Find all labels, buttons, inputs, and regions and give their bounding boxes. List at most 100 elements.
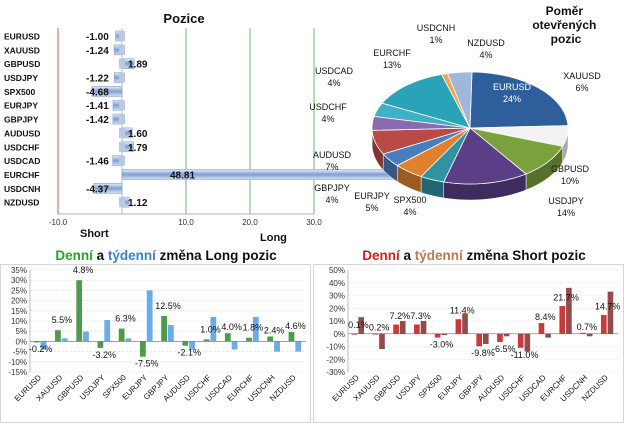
pie-slices [371, 71, 569, 201]
column-bar [476, 333, 482, 347]
data-label: -6.5% [492, 344, 516, 354]
column-bar [288, 332, 295, 342]
title-part: týdenní [415, 248, 464, 263]
data-label: 6.3% [115, 313, 136, 323]
positions-bar-cap [119, 127, 125, 138]
pie-slice [469, 127, 564, 175]
column-bar [351, 333, 358, 335]
positions-value-label: 1.60 [128, 129, 148, 140]
pie-label-value: 24% [503, 94, 521, 104]
pie-slice [371, 127, 471, 155]
pie-label-name: EURCHF [373, 48, 411, 58]
positions-value-label: -4.68 [86, 87, 109, 98]
pie-slice [381, 73, 471, 129]
column-bar [372, 333, 379, 335]
column-bar [497, 333, 503, 343]
column-bar [607, 291, 614, 334]
pie-slice [371, 115, 471, 131]
column-bar [600, 315, 607, 334]
positions-value-label: 1.79 [128, 143, 148, 154]
data-label: 14.7% [595, 301, 621, 311]
positions-category-label: GBPUSD [4, 59, 40, 69]
pie-label-name: USDCHF [309, 102, 347, 112]
positions-category-label: USDCAD [4, 156, 40, 166]
column-bar [358, 317, 365, 334]
positions-category-label: USDCHF [4, 142, 39, 152]
positions-bar-cap [119, 31, 125, 41]
positions-value-label: -1.46 [86, 157, 109, 168]
short-change-category-labels: EURUSDXAUUSDGBPUSDUSDJPYSPX500EURJPYGBPJ… [331, 373, 611, 404]
positions-category-label: GBPJPY [4, 115, 39, 125]
data-label: 0.1% [348, 320, 369, 330]
column-bar [274, 341, 280, 352]
column-bar [83, 331, 89, 342]
pie-label-name: USDCNH [417, 23, 456, 33]
positions-bar-cap [119, 155, 125, 166]
pie-label-name: GBPJPY [314, 183, 350, 193]
pie-label-value: 5% [365, 203, 378, 213]
column-bar [161, 315, 167, 342]
long-change-bars [33, 280, 302, 357]
column-bar [462, 313, 468, 334]
column-bar [503, 333, 510, 337]
pie-label-value: 13% [383, 60, 401, 70]
positions-title: Pozice [163, 11, 204, 26]
column-bar [55, 330, 61, 342]
positions-bar [91, 86, 123, 97]
column-bar [414, 324, 420, 334]
title-part: týdenní [108, 248, 157, 263]
column-bar [231, 341, 238, 350]
short-change-data-labels: 0.1% 0.2%7.2% 7.3% -3.0% 11.4% -9.8%-6.5%-11.… [348, 293, 620, 360]
title-part: Denní [362, 248, 401, 263]
data-label: -0.2% [29, 344, 53, 354]
short-annotation: Short [80, 228, 109, 240]
long-change-title: Denní a týdenní změna Long pozic [55, 248, 277, 263]
data-label: 7.2% [390, 311, 411, 321]
positions-chart: Pozice EURUSDXAUUSDGBPUSDUSDJPYSPX500EUR… [4, 11, 435, 244]
positions-category-label: XAUUSD [4, 45, 40, 55]
y-tick-label: 30% [11, 276, 27, 285]
column-bar [399, 321, 406, 334]
data-label: 8.4% [535, 312, 556, 322]
data-label: 4.6% [285, 321, 306, 331]
y-tick-label: 35% [11, 266, 27, 275]
data-label: -3.2% [93, 350, 117, 360]
positions-bar-cap [119, 100, 125, 111]
data-label: 5.5% [52, 315, 73, 325]
pie-slice [396, 127, 471, 177]
column-bar [517, 333, 524, 348]
y-tick-label: 40% [329, 279, 345, 288]
positions-value-label: -1.41 [86, 101, 109, 112]
positions-bar-cap [119, 197, 125, 208]
pie-slice [382, 127, 471, 166]
positions-bar-cap [119, 141, 125, 152]
y-tick-label: -15% [8, 368, 27, 377]
positions-category-label: USDCNH [4, 184, 40, 194]
pie-label-value: 4% [479, 50, 492, 60]
pie-label-value: 4% [325, 195, 338, 205]
positions-value-label: 1.12 [128, 198, 148, 209]
column-bar [524, 333, 531, 352]
positions-category-label: EURJPY [4, 101, 38, 111]
column-bar [139, 341, 146, 357]
data-label: -11.0% [511, 350, 539, 360]
pie-label-value: 4% [321, 114, 334, 124]
y-tick-label: -30% [326, 368, 345, 377]
y-tick-label: 50% [329, 266, 345, 275]
column-bar [379, 333, 385, 350]
pie-label-value: 4% [403, 207, 416, 217]
title-part: a [93, 248, 108, 263]
column-bar [441, 333, 448, 336]
data-label: -3.0% [430, 340, 454, 350]
pie-title: Poměr otevřených pozic [532, 4, 599, 46]
pie-label-name: GBPUSD [551, 164, 590, 174]
column-bar [40, 341, 47, 350]
positions-value-label: 48.81 [170, 170, 195, 181]
positions-value-labels: -1.00 -1.24 1.89 -1.22 -4.68 -1.41 -1.42 1.60 1.… [86, 32, 195, 209]
positions-category-label: USDJPY [4, 73, 38, 83]
y-tick-label: -5% [13, 348, 27, 357]
title-part: změna Long pozic [156, 248, 277, 263]
positions-bar-cap [119, 44, 125, 55]
long-change-chart: Denní a týdenní změna Long pozic -15%-10… [0, 248, 311, 423]
